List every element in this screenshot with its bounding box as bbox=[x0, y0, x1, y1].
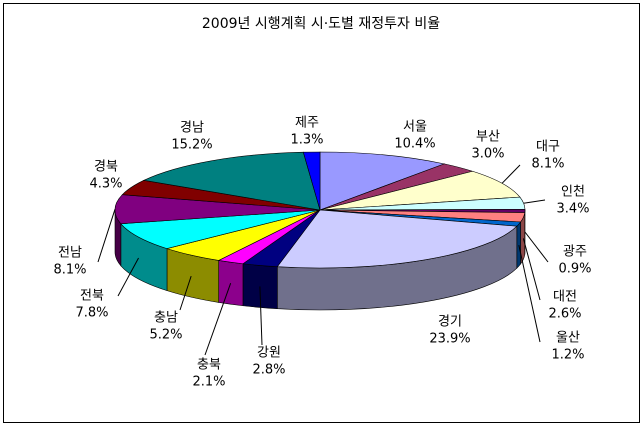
slice bbox=[120, 209, 321, 249]
category-label: 서울 bbox=[403, 120, 427, 135]
leader-line bbox=[117, 257, 139, 297]
category-label: 전남 bbox=[58, 246, 82, 261]
pie bbox=[114, 151, 526, 311]
value-label: 8.1% bbox=[53, 263, 86, 278]
value-label: 2.1% bbox=[192, 375, 225, 390]
leader-line bbox=[204, 283, 232, 356]
value-label: 1.2% bbox=[551, 348, 584, 363]
slice-side bbox=[218, 260, 244, 307]
leader-line bbox=[522, 238, 541, 301]
value-label: 1.3% bbox=[290, 133, 323, 148]
slice bbox=[302, 151, 321, 211]
slice bbox=[319, 151, 446, 211]
category-label: 인천 bbox=[561, 185, 585, 200]
category-label: 경기 bbox=[438, 315, 462, 330]
category-label: 강원 bbox=[257, 346, 281, 361]
leader-line bbox=[523, 199, 546, 204]
labels: 서울 10.4% 부산 3.0% 대구 8.1% 인천 3.4% 광주 0.9% 대전 2.6% 울산 1… bbox=[53, 116, 591, 390]
category-label: 광주 bbox=[563, 245, 587, 260]
value-label: 5.2% bbox=[149, 328, 182, 343]
category-label: 울산 bbox=[556, 331, 580, 346]
value-label: 8.1% bbox=[531, 157, 564, 172]
category-label: 경남 bbox=[180, 121, 204, 136]
value-label: 2.6% bbox=[548, 307, 581, 322]
category-label: 부산 bbox=[476, 130, 500, 145]
value-label: 4.3% bbox=[89, 177, 122, 192]
value-label: 3.0% bbox=[471, 147, 504, 162]
value-label: 0.9% bbox=[558, 262, 591, 277]
leader-line bbox=[259, 286, 263, 346]
category-label: 충북 bbox=[197, 358, 221, 373]
category-label: 제주 bbox=[295, 116, 319, 131]
chart-title: 2009년 시행계획 시·도별 재정투자 비율 bbox=[202, 16, 440, 32]
slice bbox=[142, 151, 321, 211]
leader-line bbox=[524, 231, 549, 263]
category-label: 경북 bbox=[94, 160, 118, 175]
category-label: 대구 bbox=[536, 140, 560, 155]
slice bbox=[276, 209, 518, 269]
leader-line bbox=[518, 245, 541, 343]
category-label: 대전 bbox=[553, 290, 577, 305]
leader-line bbox=[501, 164, 521, 184]
value-label: 3.4% bbox=[556, 202, 589, 217]
category-label: 전북 bbox=[80, 289, 104, 304]
leader-line bbox=[97, 209, 116, 263]
value-label: 15.2% bbox=[171, 138, 212, 153]
value-label: 23.9% bbox=[429, 332, 470, 347]
value-label: 2.8% bbox=[252, 363, 285, 378]
value-label: 7.8% bbox=[75, 306, 108, 321]
slice-side bbox=[516, 221, 521, 269]
value-label: 10.4% bbox=[394, 137, 435, 152]
slice bbox=[114, 194, 321, 225]
category-label: 충남 bbox=[154, 311, 178, 326]
leader-line bbox=[179, 275, 192, 311]
